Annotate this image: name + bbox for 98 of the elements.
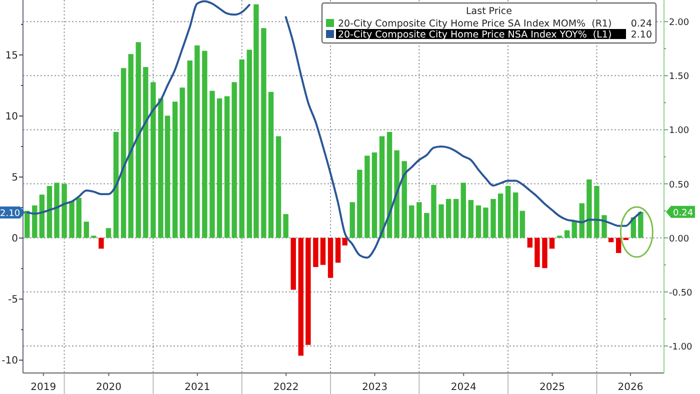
y2-tick-label: 0.50 (669, 180, 690, 190)
bar (453, 198, 459, 238)
bar (232, 82, 237, 238)
y-tick-label: 10 (5, 111, 18, 122)
x-tick-label: 2024 (450, 382, 476, 393)
bar (62, 184, 67, 238)
bar (512, 192, 518, 238)
bar (505, 186, 511, 238)
annotation: 0.24 (630, 18, 652, 30)
bar (320, 238, 326, 265)
bar (120, 68, 126, 238)
bar (328, 238, 334, 278)
y-tick-label: -10 (2, 356, 18, 367)
bar (394, 150, 400, 238)
y-tick-label: 5 (12, 172, 18, 184)
x-tick-label: 2021 (184, 382, 210, 393)
bar (379, 136, 385, 238)
bar (534, 238, 540, 268)
y2-tick-label: -0.50 (669, 288, 693, 298)
bar (416, 202, 422, 238)
bar (498, 194, 504, 238)
bar (594, 186, 600, 238)
bar (490, 198, 496, 238)
bar (446, 198, 452, 238)
text: 2.10 (0, 208, 20, 219)
bar (564, 230, 570, 238)
legend-label: 20-City Composite City Home Price SA Index MOM% (R1) (338, 18, 612, 30)
bar (386, 132, 392, 238)
bar (402, 161, 407, 238)
bar (549, 238, 555, 249)
bar (364, 156, 370, 238)
bar (468, 200, 474, 238)
bar (106, 228, 112, 238)
bar (39, 194, 45, 238)
y-tick-label: 0 (12, 234, 18, 245)
bar (69, 201, 74, 238)
bar (409, 205, 414, 238)
bar (32, 205, 38, 238)
bar (187, 60, 192, 238)
bar (602, 215, 607, 238)
y2-tick-label: 1.50 (669, 72, 690, 82)
bar (298, 238, 304, 356)
bar (76, 198, 82, 238)
bar (283, 214, 288, 238)
bar (290, 238, 296, 290)
bar (372, 152, 378, 238)
bar (202, 50, 208, 238)
y-tick-label: -5 (8, 294, 18, 306)
text: 0.24 (673, 208, 694, 218)
bar (357, 170, 362, 238)
bar (306, 238, 311, 345)
bar (438, 204, 444, 238)
x-tick-label: 2019 (30, 382, 56, 393)
y2-tick-label: -1.00 (669, 342, 693, 352)
bar (239, 59, 244, 238)
bar (136, 42, 141, 238)
legend-title: Last Price (466, 6, 512, 17)
bar (224, 96, 230, 238)
bar (586, 179, 592, 238)
bar (527, 238, 533, 248)
bar (350, 202, 355, 238)
bar (98, 238, 104, 249)
bar (483, 208, 488, 238)
x-tick-label: 2025 (540, 382, 565, 393)
bar (24, 210, 30, 238)
bar (210, 90, 215, 238)
annotation: 2.10 (630, 30, 652, 40)
bar (143, 67, 148, 238)
x-tick-label: 2022 (273, 382, 299, 393)
bar (216, 98, 222, 238)
y2-tick-label: 2.00 (669, 18, 690, 28)
bar (520, 210, 525, 238)
bar (276, 136, 282, 238)
bar (460, 182, 466, 238)
bar (128, 54, 134, 238)
bar (542, 238, 548, 268)
x-tick-label: 2020 (96, 382, 122, 393)
bar (638, 212, 644, 238)
bar (476, 205, 482, 238)
y2-tick-label: 1.00 (669, 126, 690, 136)
bar (180, 88, 185, 238)
y2-tick-label: 0.00 (669, 234, 690, 244)
bar (113, 132, 119, 238)
bar (261, 28, 266, 238)
x-tick-label: 2026 (618, 382, 644, 393)
legend-label: 20-City Composite City Home Price NSA Index YOY% (L1) (338, 30, 612, 40)
bar (616, 238, 622, 253)
y-tick-label: 15 (5, 50, 18, 62)
bar (194, 45, 200, 238)
x-tick-label: 2023 (362, 382, 388, 393)
bar (150, 82, 156, 238)
bar (84, 222, 89, 238)
bar (172, 102, 178, 238)
bar (268, 92, 274, 238)
bar (54, 182, 60, 238)
bar (46, 186, 52, 238)
bar (579, 203, 584, 238)
bar (313, 238, 318, 268)
